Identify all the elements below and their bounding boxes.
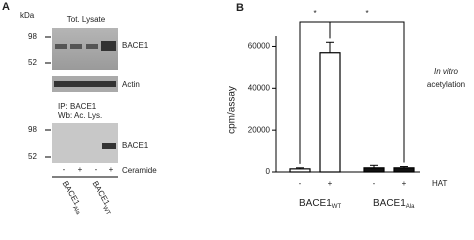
blot-title: Wb: Ac. Lys. <box>58 111 102 120</box>
band <box>55 44 67 49</box>
group-label: BACE1Ala <box>58 180 86 217</box>
bar <box>363 167 385 173</box>
significance: * <box>313 9 316 18</box>
sign: - <box>95 165 98 174</box>
band <box>54 81 116 87</box>
panel-label: B <box>236 2 244 14</box>
group-label-sub: WT <box>101 205 111 216</box>
group-label-base: BACE1 <box>373 198 406 209</box>
band <box>102 143 116 149</box>
marker: 52 <box>28 58 37 67</box>
x-tick-label: - <box>299 179 302 188</box>
blot-title: Tot. Lysate <box>67 15 106 24</box>
group-label-base: BACE1 <box>90 180 111 208</box>
sign: + <box>109 165 114 174</box>
marker: 98 <box>28 32 37 41</box>
annotation: In vitro <box>434 67 459 76</box>
group-label-base: BACE1 <box>60 180 81 208</box>
unit: kDa <box>20 11 35 20</box>
treatment-label: Ceramide <box>122 166 157 175</box>
band-label: BACE1 <box>122 41 149 50</box>
y-tick-label: 60000 <box>248 42 271 51</box>
y-tick-label: 20000 <box>248 125 271 134</box>
y-tick-label: 40000 <box>248 83 271 92</box>
band <box>70 44 82 49</box>
sign: - <box>63 165 66 174</box>
group-label: BACE1WT <box>88 180 116 217</box>
group-label-sub: Ala <box>71 205 81 216</box>
x-tick-label: + <box>402 179 407 188</box>
sign: + <box>78 165 83 174</box>
band-label: Actin <box>122 80 140 89</box>
bar <box>319 52 341 173</box>
x-tick-label: - <box>373 179 376 188</box>
band <box>86 44 98 49</box>
band-label: BACE1 <box>122 141 149 150</box>
bar <box>289 168 311 173</box>
y-axis-label: cpm/assay <box>227 86 238 134</box>
marker: 52 <box>28 152 37 161</box>
group-label: BACE1WT <box>299 198 341 210</box>
blot-title: IP: BACE1 <box>58 102 97 111</box>
annotation: acetylation <box>427 80 465 89</box>
bar <box>393 167 415 173</box>
significance: * <box>365 9 368 18</box>
band <box>101 41 116 51</box>
group-label-sub: WT <box>332 204 342 210</box>
x-tick-label: + <box>328 179 333 188</box>
figure: A kDa Tot. Lysate 98 52 BACE1 Actin IP: … <box>2 1 465 217</box>
bracket <box>329 21 405 163</box>
y-tick-label: 0 <box>266 167 271 176</box>
marker: 98 <box>28 125 37 134</box>
x-axis-label: HAT <box>432 179 448 188</box>
panel-label: A <box>2 1 10 13</box>
group-label-sub: Ala <box>406 204 415 210</box>
group-label: BACE1Ala <box>373 198 415 210</box>
group-label-base: BACE1 <box>299 198 332 209</box>
